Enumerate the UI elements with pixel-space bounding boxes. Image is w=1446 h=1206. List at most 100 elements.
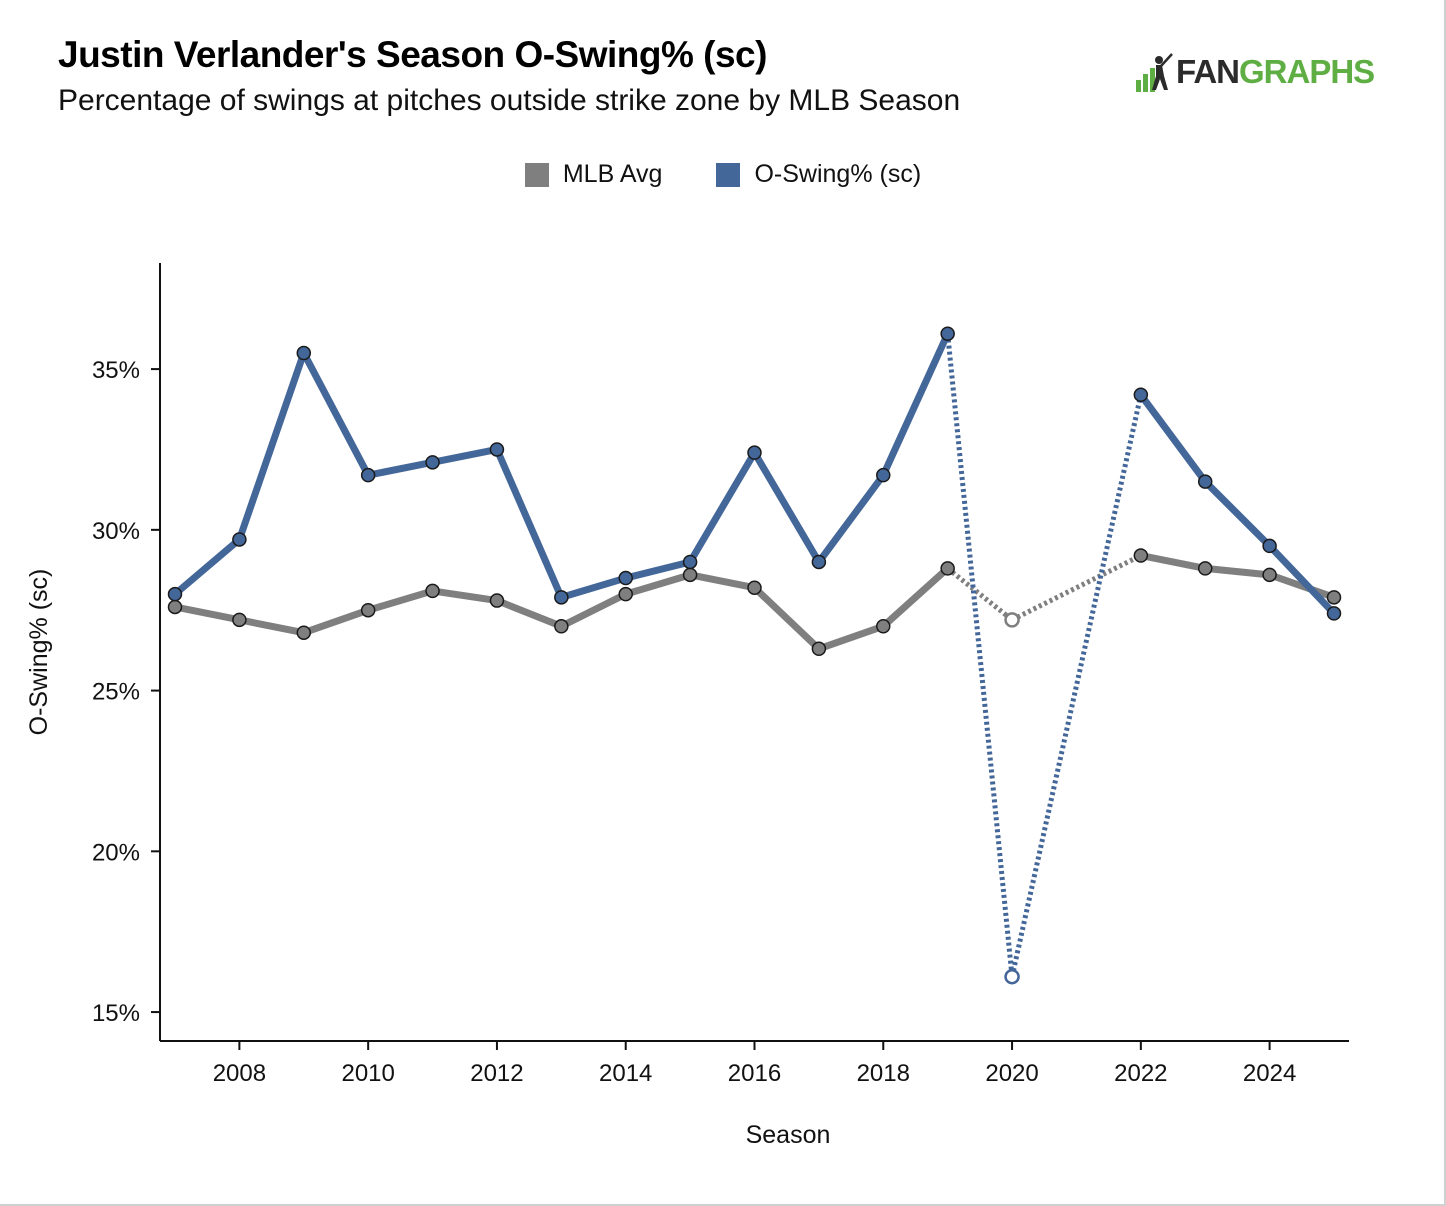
mlb-avg-point xyxy=(1197,561,1213,576)
series-segment xyxy=(751,584,823,653)
y-tick-label: 20% xyxy=(92,839,140,866)
series-segment xyxy=(945,333,1015,977)
x-tick-label: 2010 xyxy=(341,1060,394,1087)
x-tick-label: 2016 xyxy=(728,1060,781,1087)
legend-swatch-o-swing xyxy=(716,162,741,187)
series-segment xyxy=(493,597,565,630)
series-segment xyxy=(429,587,501,605)
axes: 15% 20% 25% 30% 35% 2008 2010 2012 2014 2016 2018 2… xyxy=(92,263,1349,1087)
mlb-avg-point xyxy=(1326,590,1342,605)
mlb-avg-point xyxy=(360,602,376,618)
chart-legend: MLB Avg O-Swing% (sc) xyxy=(0,160,1446,189)
series-segment xyxy=(815,622,887,653)
o-swing-point xyxy=(1262,538,1277,554)
series-segment xyxy=(235,349,308,543)
series-segment xyxy=(171,603,243,624)
o-swing-point xyxy=(1326,606,1342,621)
o-swing-point xyxy=(489,442,505,457)
series-segment xyxy=(946,566,1014,622)
series-segment xyxy=(622,571,694,598)
series-segment xyxy=(300,349,372,479)
series-segment xyxy=(300,606,372,637)
series-segment xyxy=(751,449,823,566)
batter-icon xyxy=(1136,53,1173,92)
mlb-avg-point xyxy=(1133,548,1149,563)
legend-swatch-mlb-avg xyxy=(524,162,549,187)
legend-label-o-swing: O-Swing% (sc) xyxy=(754,160,922,188)
series-segment xyxy=(171,535,243,598)
series-segment xyxy=(364,458,437,479)
mlb-avg-point xyxy=(296,625,312,640)
mlb-avg-point xyxy=(940,561,955,576)
mlb-avg-point xyxy=(876,619,891,634)
mlb-avg-point xyxy=(489,593,505,608)
legend-item-mlb-avg: MLB Avg xyxy=(524,160,663,189)
y-tick-label: 25% xyxy=(92,679,140,706)
mlb-avg-point xyxy=(1262,567,1277,583)
series-segment xyxy=(815,471,887,566)
o-swing-point xyxy=(1004,968,1020,985)
o-swing-point xyxy=(747,445,762,460)
series-segment xyxy=(557,574,630,601)
mlb-avg-point xyxy=(1004,612,1020,628)
mlb-avg-point xyxy=(554,619,569,634)
o-swing-point xyxy=(167,586,183,602)
mlb-avg-point xyxy=(811,641,827,657)
o-swing-point xyxy=(1133,387,1149,403)
o-swing-point xyxy=(1197,474,1213,489)
series-segment xyxy=(1201,564,1274,579)
series-segment xyxy=(686,571,758,592)
fangraphs-logo: FANGRAPHS xyxy=(1132,50,1375,94)
o-swing-point xyxy=(296,345,312,361)
o-swing-point xyxy=(682,554,698,570)
y-tick-label: 35% xyxy=(92,357,140,384)
mlb-avg-point xyxy=(167,599,183,615)
series-segment xyxy=(622,558,694,582)
o-swing-point xyxy=(360,467,376,483)
o-swing-point xyxy=(811,554,827,570)
logo-graphs: GRAPHS xyxy=(1239,53,1375,90)
series-segment xyxy=(1009,394,1144,978)
series-segment xyxy=(879,330,952,479)
x-tick-label: 2012 xyxy=(470,1060,523,1087)
chart-subtitle: Percentage of swings at pitches outside … xyxy=(58,84,961,117)
x-tick-label: 2008 xyxy=(213,1060,266,1087)
series-segment xyxy=(235,616,308,637)
series-segment xyxy=(1266,542,1338,617)
x-tick-label: 2018 xyxy=(857,1060,910,1087)
x-tick-label: 2022 xyxy=(1114,1060,1167,1087)
series-segment xyxy=(364,587,437,614)
y-tick-label: 30% xyxy=(92,518,140,545)
mlb-avg-point xyxy=(747,580,762,595)
mlb-avg-point xyxy=(232,612,247,628)
series-segment xyxy=(1266,571,1338,601)
o-swing-point xyxy=(554,590,569,605)
series-segment xyxy=(557,590,630,630)
series-markers xyxy=(167,326,1342,985)
x-axis-title: Season xyxy=(746,1121,831,1149)
series-segment xyxy=(1201,478,1274,550)
series-segment xyxy=(1010,553,1142,623)
logo-fan: FAN xyxy=(1176,53,1240,90)
y-tick-label: 15% xyxy=(92,1000,140,1027)
series-lines xyxy=(171,330,1338,978)
mlb-avg-point xyxy=(682,567,698,583)
o-swing-point xyxy=(232,532,247,547)
series-segment xyxy=(429,445,501,466)
series-segment xyxy=(493,445,565,601)
logo-text: FANGRAPHS xyxy=(1176,53,1375,91)
o-swing-point xyxy=(876,467,891,483)
series-segment xyxy=(1137,391,1209,486)
series-segment xyxy=(1137,552,1209,572)
x-tick-label: 2014 xyxy=(599,1060,652,1087)
mlb-avg-point xyxy=(425,583,440,599)
legend-label-mlb-avg: MLB Avg xyxy=(562,160,663,188)
x-tick-label: 2020 xyxy=(985,1060,1038,1087)
chart-title: Justin Verlander's Season O-Swing% (sc) xyxy=(58,34,767,75)
o-swing-point xyxy=(940,326,955,341)
series-segment xyxy=(879,564,952,630)
series-segment xyxy=(686,449,758,566)
o-swing-point xyxy=(425,455,440,470)
